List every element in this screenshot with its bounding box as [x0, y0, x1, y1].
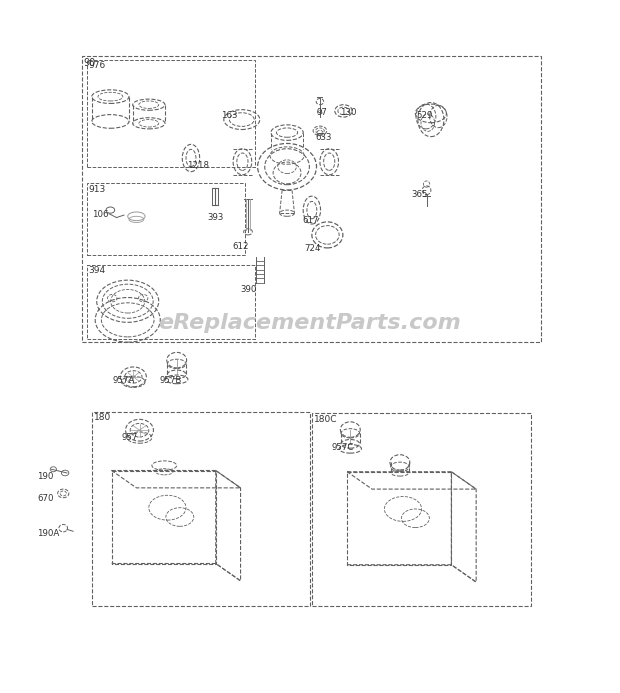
Text: eReplacementParts.com: eReplacementParts.com — [159, 313, 461, 333]
Text: 670: 670 — [37, 494, 54, 503]
Text: 365: 365 — [412, 191, 428, 200]
Text: 957C: 957C — [331, 443, 353, 452]
Text: 163: 163 — [221, 111, 238, 120]
Text: 190A: 190A — [37, 529, 60, 538]
Text: 612: 612 — [232, 243, 249, 252]
Text: 393: 393 — [208, 213, 224, 222]
Text: 724: 724 — [304, 244, 321, 253]
Bar — [87, 184, 245, 255]
Bar — [92, 412, 310, 606]
Text: 106: 106 — [92, 210, 108, 219]
Text: 1218: 1218 — [187, 161, 209, 170]
Text: 190: 190 — [37, 472, 53, 481]
Text: 617: 617 — [302, 216, 319, 225]
Text: 390: 390 — [241, 285, 257, 294]
Text: 90: 90 — [84, 58, 96, 68]
Text: 394: 394 — [88, 266, 105, 275]
Text: 957A: 957A — [113, 376, 135, 385]
Text: 529: 529 — [417, 111, 433, 120]
Text: 957: 957 — [122, 433, 138, 442]
Bar — [87, 265, 255, 339]
Bar — [82, 56, 541, 342]
Text: 957B: 957B — [160, 376, 182, 385]
Bar — [312, 414, 531, 606]
Text: 976: 976 — [88, 61, 105, 70]
Text: 180: 180 — [94, 414, 112, 423]
Bar — [87, 60, 255, 167]
Text: 913: 913 — [88, 185, 105, 194]
Text: 633: 633 — [315, 132, 332, 141]
Text: 97: 97 — [316, 108, 327, 117]
Text: 180C: 180C — [314, 414, 338, 423]
Text: 130: 130 — [340, 108, 356, 117]
